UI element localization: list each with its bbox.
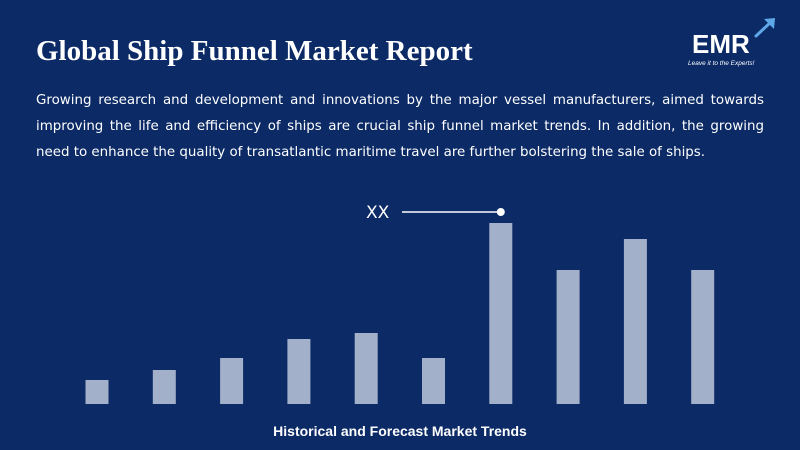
bar-10	[691, 270, 715, 404]
bar-9	[623, 239, 647, 404]
bar-2	[152, 370, 176, 404]
logo-name: EMR	[692, 29, 750, 59]
annotation-dot	[496, 208, 505, 216]
bar-4	[287, 339, 311, 404]
page-title: Global Ship Funnel Market Report	[36, 35, 473, 67]
logo-tagline: Leave it to the Experts!	[688, 60, 755, 67]
bar-6	[422, 358, 445, 404]
upward-arrow-icon	[754, 18, 775, 38]
annotation-label: XX	[366, 203, 390, 223]
chart-caption: Historical and Forecast Market Trends	[273, 423, 527, 439]
market-description: Growing research and development and inn…	[36, 93, 764, 160]
bar-7	[489, 223, 513, 404]
bar-5	[354, 333, 378, 404]
bar-3	[220, 358, 244, 404]
bar-8	[556, 270, 580, 404]
emr-logo: EMR Leave it to the Experts!	[686, 16, 782, 76]
bar-series	[85, 223, 715, 404]
bar-1	[85, 380, 109, 404]
